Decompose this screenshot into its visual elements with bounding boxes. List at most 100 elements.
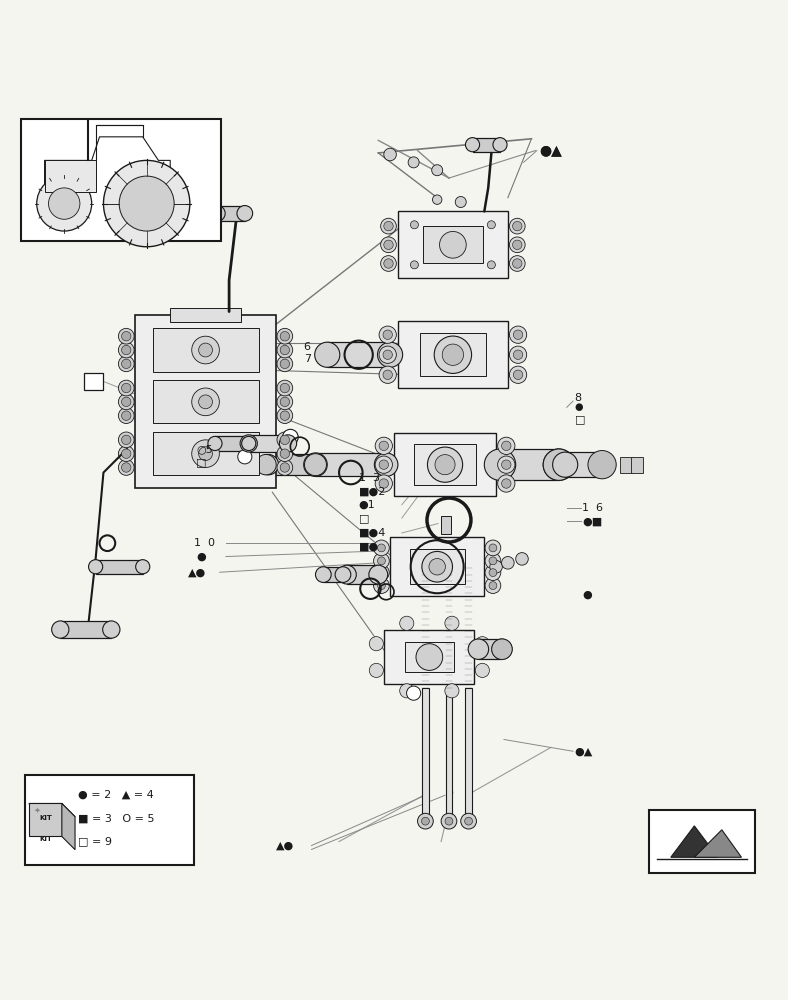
Circle shape — [440, 231, 466, 258]
Circle shape — [303, 453, 327, 476]
Circle shape — [513, 330, 522, 339]
Bar — [249, 435, 288, 452]
Circle shape — [377, 544, 385, 552]
Text: □: □ — [359, 513, 369, 523]
Circle shape — [281, 411, 289, 420]
Circle shape — [199, 343, 213, 357]
Bar — [565, 452, 602, 477]
Text: ●▲: ●▲ — [539, 144, 562, 158]
Circle shape — [369, 565, 388, 584]
Circle shape — [281, 345, 289, 355]
Text: KIT: KIT — [39, 836, 52, 842]
Circle shape — [475, 637, 489, 651]
Text: □: □ — [574, 414, 585, 424]
Circle shape — [119, 176, 174, 231]
Circle shape — [383, 330, 392, 339]
Circle shape — [445, 684, 459, 698]
Circle shape — [589, 452, 615, 477]
Circle shape — [384, 259, 393, 268]
Polygon shape — [29, 803, 75, 817]
Circle shape — [370, 663, 384, 677]
Circle shape — [375, 437, 392, 454]
Polygon shape — [694, 830, 742, 857]
Circle shape — [277, 356, 292, 372]
Circle shape — [191, 336, 219, 364]
Bar — [649, 810, 755, 873]
Circle shape — [432, 165, 443, 176]
Circle shape — [498, 437, 515, 454]
Circle shape — [513, 370, 522, 379]
Text: ●: ● — [196, 552, 206, 562]
Text: ■ = 3   O = 5: ■ = 3 O = 5 — [78, 813, 154, 823]
Bar — [170, 308, 241, 322]
Circle shape — [509, 346, 526, 363]
Circle shape — [502, 479, 511, 488]
Circle shape — [337, 565, 356, 584]
Circle shape — [121, 331, 131, 341]
Bar — [135, 315, 277, 488]
Bar — [466, 688, 472, 817]
Circle shape — [418, 813, 433, 829]
Circle shape — [277, 460, 292, 475]
Circle shape — [277, 380, 292, 396]
Circle shape — [429, 558, 445, 575]
Circle shape — [384, 240, 393, 250]
Circle shape — [315, 567, 331, 582]
Text: 1  3: 1 3 — [359, 473, 380, 483]
Text: ●■: ●■ — [582, 516, 603, 526]
Circle shape — [475, 663, 489, 677]
Circle shape — [121, 435, 131, 445]
Bar — [269, 454, 315, 475]
Circle shape — [466, 138, 480, 152]
Circle shape — [277, 408, 292, 424]
Circle shape — [489, 582, 497, 590]
Circle shape — [377, 582, 385, 590]
Bar — [410, 549, 464, 584]
Circle shape — [442, 344, 463, 365]
Circle shape — [433, 195, 442, 204]
Circle shape — [374, 453, 398, 476]
Circle shape — [374, 565, 389, 580]
Circle shape — [121, 359, 131, 369]
Circle shape — [242, 436, 256, 451]
Circle shape — [191, 388, 219, 416]
Circle shape — [441, 813, 457, 829]
Circle shape — [383, 350, 392, 359]
Bar — [153, 432, 258, 475]
Circle shape — [281, 463, 289, 472]
Circle shape — [377, 557, 385, 565]
Polygon shape — [29, 803, 61, 836]
Bar — [45, 160, 95, 192]
Circle shape — [121, 411, 131, 420]
Circle shape — [374, 540, 389, 556]
Bar — [473, 138, 500, 152]
Bar — [327, 342, 390, 367]
Circle shape — [543, 449, 574, 480]
Circle shape — [314, 342, 340, 367]
Circle shape — [455, 197, 466, 208]
Text: 6: 6 — [303, 342, 310, 352]
Circle shape — [281, 397, 289, 407]
Circle shape — [384, 148, 396, 161]
Circle shape — [588, 451, 616, 479]
Circle shape — [118, 328, 134, 344]
Bar — [323, 567, 343, 582]
Circle shape — [281, 435, 289, 445]
Circle shape — [88, 560, 102, 574]
Circle shape — [118, 394, 134, 410]
Bar — [84, 373, 103, 390]
Circle shape — [280, 435, 296, 452]
Text: 7: 7 — [303, 354, 310, 364]
Circle shape — [52, 621, 69, 638]
Bar — [446, 688, 452, 817]
Circle shape — [375, 456, 392, 473]
Text: ▲●: ▲● — [188, 567, 206, 577]
Circle shape — [118, 342, 134, 358]
Circle shape — [121, 383, 131, 393]
Circle shape — [121, 397, 131, 407]
Circle shape — [374, 553, 389, 569]
Circle shape — [379, 366, 396, 383]
Circle shape — [381, 256, 396, 271]
Circle shape — [237, 206, 253, 221]
Bar — [21, 119, 221, 241]
